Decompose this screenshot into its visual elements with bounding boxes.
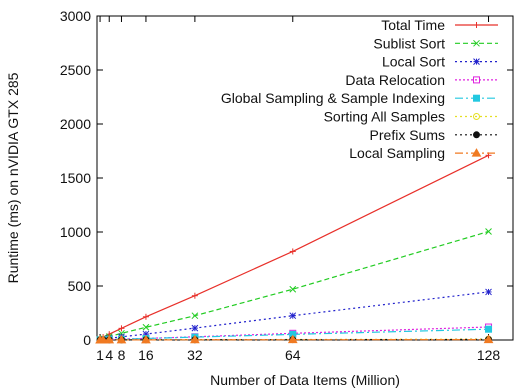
data-point-local-sampling <box>98 334 108 344</box>
data-point-sublist-sort <box>289 285 297 293</box>
series-layer <box>95 152 494 344</box>
legend-marker-total-time <box>473 22 480 28</box>
legend-marker-global-sampling-sample-indexing <box>473 94 480 102</box>
legend-marker-data-relocation <box>473 76 480 84</box>
ticks-layer: 0 500 1000 1500 2000 2500 3000 1 4 8 16 32 64 128 <box>60 8 513 363</box>
series-line-total-time <box>99 154 489 340</box>
data-point-total-time <box>118 325 125 332</box>
x-tick-label: 64 <box>285 347 301 363</box>
data-point-local-sampling <box>141 334 151 344</box>
data-point-local-sampling <box>483 334 494 344</box>
data-point-local-sampling <box>190 334 200 344</box>
legend-marker-prefix-sums <box>473 131 480 139</box>
legend-marker-sublist-sort <box>473 39 480 47</box>
legend-label-data-relocation: Data Relocation <box>345 72 445 88</box>
data-point-local-sort <box>191 324 199 332</box>
data-point-local-sampling <box>116 334 127 344</box>
legend-marker-local-sort <box>473 58 480 65</box>
data-point-global-sampling-sample-indexing <box>485 325 493 333</box>
data-point-local-sort <box>289 312 297 320</box>
data-point-total-time <box>191 292 198 299</box>
data-point-local-sort <box>485 288 492 296</box>
legend-marker-sorting-all-samples <box>473 113 480 120</box>
plot-frame <box>96 15 514 341</box>
y-tick-label: 500 <box>68 278 92 294</box>
legend-label-prefix-sums: Prefix Sums <box>370 127 445 143</box>
data-point-local-sampling <box>104 334 115 344</box>
x-tick-label: 128 <box>477 347 501 363</box>
legend-label-local-sampling: Local Sampling <box>349 145 445 161</box>
legend: Total Time Sublist Sort Local Sort Data Rel… <box>221 17 498 161</box>
x-tick-label: 16 <box>138 347 154 363</box>
y-tick-label: 3000 <box>60 8 91 24</box>
y-tick-label: 2000 <box>60 116 91 132</box>
x-tick-label: 1 <box>96 347 104 363</box>
data-point-sublist-sort <box>191 312 199 320</box>
legend-label-sublist-sort: Sublist Sort <box>373 35 445 51</box>
x-tick-label: 32 <box>187 347 203 363</box>
x-tick-label: 4 <box>105 347 113 363</box>
data-point-sublist-sort <box>485 228 492 235</box>
legend-label-total-time: Total Time <box>381 17 445 33</box>
x-tick-label: 8 <box>118 347 126 363</box>
y-axis-title: Runtime (ms) on nVIDIA GTX 285 <box>5 72 21 283</box>
series-line-sublist-sort <box>99 230 489 340</box>
y-tick-label: 2500 <box>60 62 91 78</box>
y-tick-label: 0 <box>83 332 91 348</box>
y-tick-label: 1000 <box>60 224 91 240</box>
y-tick-label: 1500 <box>60 170 91 186</box>
data-point-total-time <box>289 248 296 255</box>
legend-label-global-sampling-sample-indexing: Global Sampling & Sample Indexing <box>221 90 445 106</box>
legend-marker-local-sampling <box>471 148 482 157</box>
data-point-local-sampling <box>287 334 298 344</box>
legend-label-local-sort: Local Sort <box>382 54 445 70</box>
data-point-total-time <box>142 313 149 320</box>
data-point-sublist-sort <box>142 323 150 331</box>
legend-label-sorting-all-samples: Sorting All Samples <box>324 109 445 125</box>
x-axis-title: Number of Data Items (Million) <box>210 372 400 388</box>
